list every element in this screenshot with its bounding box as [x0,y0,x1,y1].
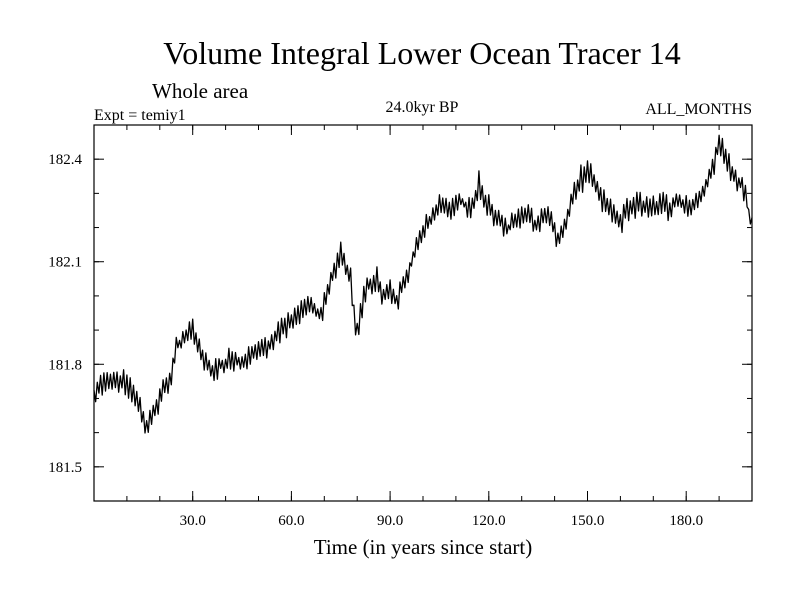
plot-area [93,134,753,434]
period-label: 24.0kyr BP [386,99,459,116]
series-line [93,134,753,434]
y-tick-label: 182.1 [48,255,82,271]
x-tick-label: 180.0 [669,513,703,529]
x-tick-label: 90.0 [377,513,403,529]
y-tick-labels: 181.5 181.8 182.1 182.4 [48,152,82,476]
chart-subtitle: Whole area [152,79,249,103]
x-axis-label: Time (in years since start) [314,535,533,559]
x-tick-label: 60.0 [278,513,304,529]
experiment-label: Expt = temiy1 [94,107,186,124]
x-tick-label: 120.0 [472,513,506,529]
axis-ticks [94,125,752,501]
y-tick-label: 181.8 [48,357,82,373]
plot-frame [93,124,753,502]
x-tick-label: 150.0 [571,513,605,529]
x-tick-label: 30.0 [180,513,206,529]
months-label: ALL_MONTHS [645,101,752,118]
chart-title: Volume Integral Lower Ocean Tracer 14 [163,35,680,71]
y-tick-label: 182.4 [48,152,82,168]
x-tick-labels: 30.0 60.0 90.0 120.0 150.0 180.0 [180,513,704,529]
y-tick-label: 181.5 [48,460,82,476]
